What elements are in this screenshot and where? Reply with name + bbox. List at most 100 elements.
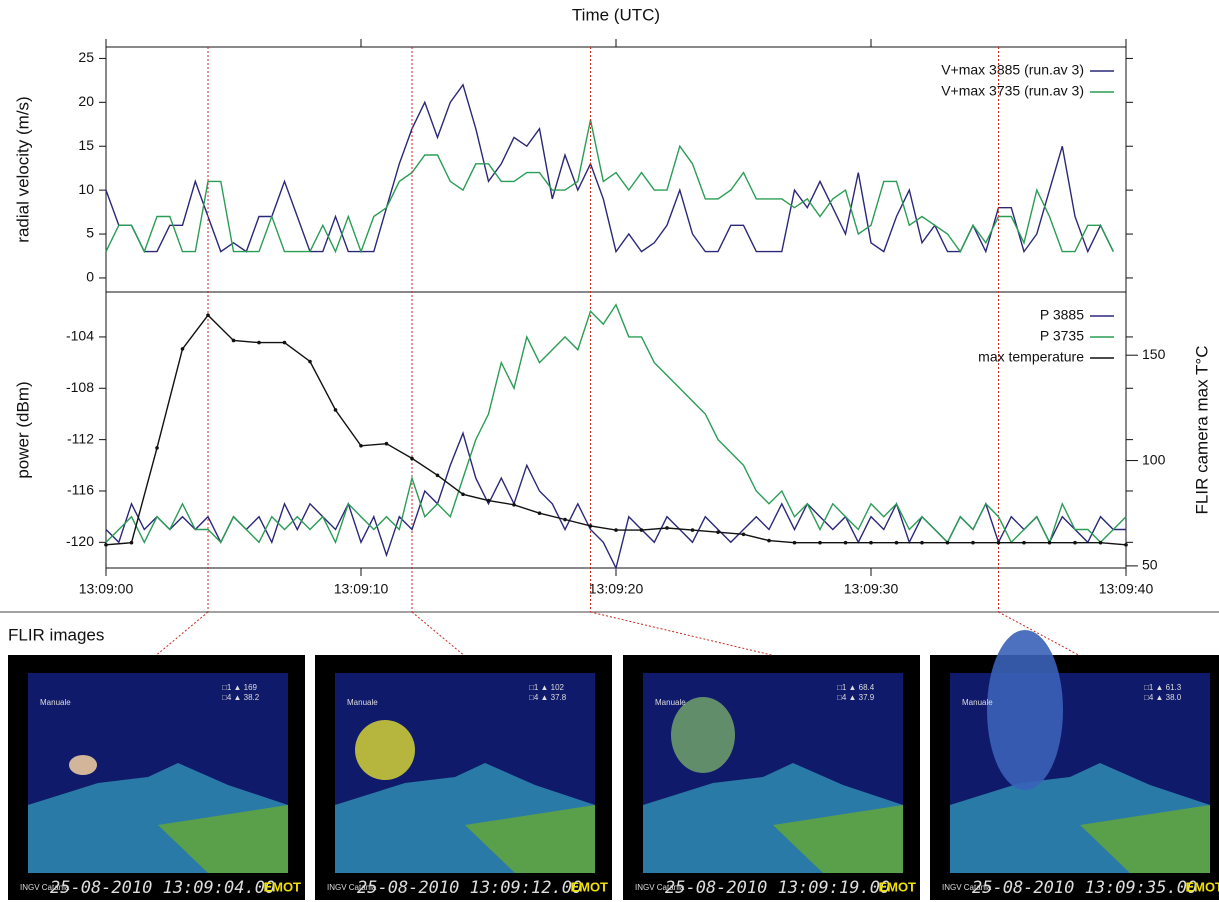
series-marker: [155, 446, 159, 450]
plume: [671, 697, 735, 773]
x-tick-label: 13:09:30: [844, 581, 899, 597]
plume: [355, 720, 415, 780]
flir-image: Manuale □1 ▲ 61.3□4 ▲ 38.0 INGV Catania25-…: [930, 630, 1219, 900]
series-marker: [1022, 540, 1026, 545]
series-marker: [1047, 540, 1052, 545]
series-marker: [690, 528, 695, 532]
image-reading: □1 ▲ 61.3: [1144, 683, 1182, 692]
series-marker: [486, 498, 491, 503]
series-line: [105, 119, 1114, 254]
x-axis-label: Time (UTC): [572, 5, 660, 24]
series-marker: [104, 543, 108, 547]
y-axis-label: radial velocity (m/s): [13, 96, 32, 242]
series-marker: [920, 540, 924, 545]
flir-image: Manuale □1 ▲ 68.4□4 ▲ 37.9 INGV Catania25-…: [623, 655, 920, 900]
image-mode: Manuale: [40, 698, 71, 707]
series-marker: [384, 441, 389, 446]
image-reading: □1 ▲ 169: [222, 683, 258, 692]
connector: [590, 611, 772, 656]
image-reading: □1 ▲ 102: [529, 683, 565, 692]
series-line: [105, 303, 1127, 545]
image-reading: □1 ▲ 68.4: [837, 683, 875, 692]
slope: [158, 805, 288, 873]
series-marker: [818, 540, 822, 545]
y2-tick-label: 100: [1142, 451, 1166, 467]
series-marker: [435, 473, 440, 478]
connector: [411, 611, 464, 656]
image-reading: □4 ▲ 37.9: [837, 693, 875, 702]
x-tick-label: 13:09:40: [1099, 581, 1154, 597]
y2-tick-label: 150: [1142, 346, 1166, 362]
slope: [465, 805, 595, 873]
series-marker: [971, 540, 975, 545]
series-line: [105, 431, 1126, 571]
image-logo: INGV Catania: [327, 883, 377, 892]
y-tick-label: 0: [86, 269, 94, 285]
series-marker: [588, 524, 593, 528]
image-logo: INGV Catania: [942, 883, 992, 892]
series-marker: [410, 456, 414, 461]
series-marker: [741, 532, 746, 537]
series-marker: [639, 528, 644, 532]
image-mode: Manuale: [347, 698, 378, 707]
series-marker: [359, 444, 363, 448]
series-marker: [945, 540, 950, 545]
section-title: FLIR images: [8, 625, 104, 644]
connector: [998, 611, 1079, 656]
image-logo: INGV Catania: [20, 883, 70, 892]
x-tick-label: 13:09:20: [589, 581, 644, 597]
y-tick-label: -108: [66, 379, 94, 395]
y2-tick-label: 50: [1142, 557, 1158, 573]
series-marker: [767, 538, 771, 543]
slope: [773, 805, 903, 873]
y-tick-label: -112: [67, 430, 94, 446]
plume: [69, 755, 97, 775]
legend-label: P 3735: [1040, 328, 1084, 344]
y-tick-label: -120: [66, 533, 94, 549]
series-marker: [843, 540, 848, 545]
series-marker: [792, 540, 797, 545]
connector: [156, 611, 209, 656]
flir-image: Manuale □1 ▲ 102□4 ▲ 37.8 INGV Catania25-0…: [315, 655, 612, 900]
series-marker: [716, 530, 720, 534]
image-reading: □4 ▲ 37.8: [529, 693, 567, 702]
image-mode: Manuale: [962, 698, 993, 707]
y2-axis-label: FLIR camera max T°C: [1192, 346, 1211, 515]
series-marker: [665, 526, 669, 530]
series-marker: [537, 511, 542, 516]
series-line: [105, 314, 1127, 546]
y-tick-label: -116: [67, 482, 94, 498]
series-marker: [333, 408, 338, 412]
series-marker: [206, 313, 210, 317]
series-marker: [461, 492, 465, 497]
image-reading: □4 ▲ 38.0: [1144, 693, 1182, 702]
y-tick-label: 15: [78, 137, 94, 153]
series-marker: [869, 540, 873, 545]
image-mode: Manuale: [655, 698, 686, 707]
image-brand: EMOT: [570, 879, 608, 894]
series-marker: [1098, 540, 1103, 545]
legend-label: max temperature: [978, 349, 1084, 365]
image-logo: INGV Catania: [635, 883, 685, 892]
legend-label: V+max 3735 (run.av 3): [941, 83, 1084, 99]
y-axis-label: power (dBm): [13, 381, 32, 478]
series-marker: [282, 340, 287, 345]
image-timestamp: 25-08-2010 13:09:04.00: [50, 878, 275, 898]
x-tick-label: 13:09:00: [79, 581, 134, 597]
image-brand: EMOT: [263, 879, 301, 894]
series-marker: [308, 359, 312, 364]
legend-label: P 3885: [1040, 307, 1084, 323]
series-marker: [996, 540, 1001, 545]
series-marker: [257, 340, 261, 345]
y-tick-label: 10: [78, 181, 94, 197]
image-timestamp: 25-08-2010 13:09:12.00: [357, 878, 582, 898]
image-timestamp: 25-08-2010 13:09:35.00: [972, 878, 1197, 898]
image-timestamp: 25-08-2010 13:09:19.00: [665, 878, 890, 898]
series-marker: [129, 540, 134, 545]
series-marker: [563, 517, 567, 522]
image-brand: EMOT: [878, 879, 916, 894]
y-tick-label: -104: [66, 328, 94, 344]
legend-label: V+max 3885 (run.av 3): [941, 62, 1084, 78]
y-tick-label: 5: [86, 225, 94, 241]
flir-image: Manuale □1 ▲ 169□4 ▲ 38.2 INGV Catania25-0…: [8, 655, 305, 900]
